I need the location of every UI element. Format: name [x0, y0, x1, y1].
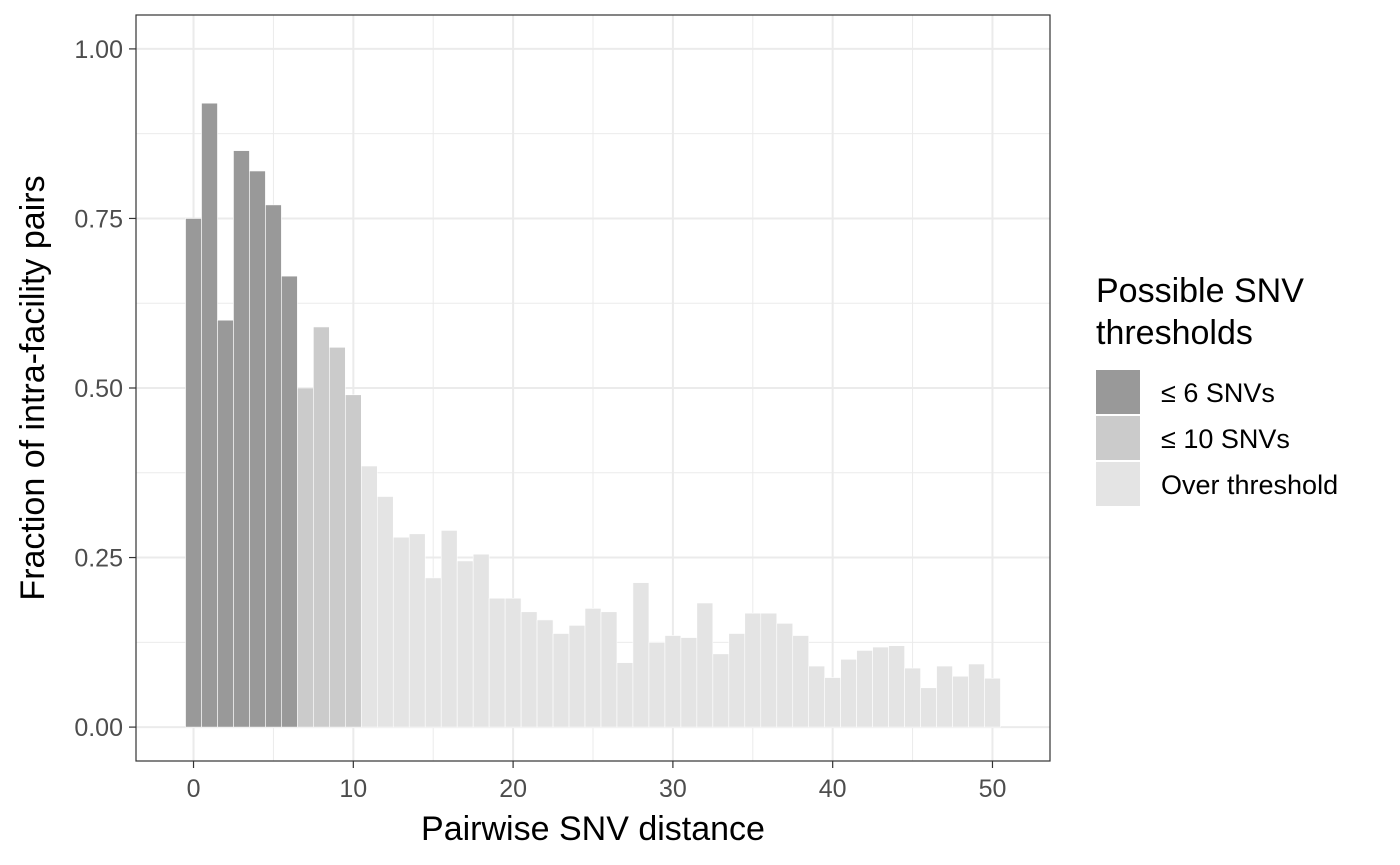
- bar: [920, 687, 937, 728]
- bar: [265, 204, 282, 728]
- bar: [456, 560, 474, 728]
- bar: [249, 170, 266, 728]
- legend-label: Over threshold: [1161, 470, 1338, 500]
- bar: [472, 553, 490, 728]
- bar: [648, 642, 666, 728]
- bar: [281, 275, 298, 728]
- legend: Possible SNV thresholds ≤ 6 SNVs ≤ 10 SNV…: [1096, 272, 1338, 506]
- y-tick-label: 0.50: [74, 375, 123, 403]
- bar: [616, 662, 634, 728]
- bar: [808, 665, 825, 728]
- x-tick-label: 20: [499, 775, 527, 803]
- bar: [904, 667, 921, 728]
- y-axis-title: Fraction of intra-facility pairs: [14, 175, 52, 600]
- x-tick-label: 40: [819, 775, 847, 803]
- bar: [760, 612, 778, 728]
- bar: [424, 577, 442, 728]
- legend-key: [1096, 462, 1140, 506]
- bar: [680, 637, 698, 728]
- bar: [520, 611, 538, 728]
- y-tick-label: 0.25: [74, 545, 123, 573]
- y-tick-label: 1.00: [74, 36, 123, 64]
- bar: [536, 619, 554, 728]
- axes: 0 10 20 30 40 50 0.00 0.25 0.50 0.75 1.00: [74, 36, 1006, 803]
- bar: [440, 530, 458, 728]
- legend-label: ≤ 6 SNVs: [1161, 378, 1275, 408]
- bar: [201, 102, 218, 728]
- bar: [872, 646, 889, 728]
- bar: [600, 611, 618, 728]
- bar: [392, 536, 410, 728]
- bar: [313, 326, 330, 728]
- bar: [185, 218, 202, 728]
- legend-key: [1096, 416, 1140, 460]
- bar: [792, 635, 810, 728]
- bar: [584, 608, 602, 728]
- x-axis-title: Pairwise SNV distance: [421, 810, 765, 848]
- bar: [968, 663, 985, 728]
- legend-title-line-1: Possible SNV: [1096, 272, 1304, 310]
- bar: [376, 496, 394, 728]
- bar: [840, 658, 857, 728]
- bar: [345, 394, 362, 728]
- bar: [856, 650, 873, 728]
- bar: [361, 465, 378, 728]
- bar: [297, 387, 314, 728]
- bar: [217, 319, 234, 728]
- bar: [888, 645, 905, 728]
- x-tick-label: 10: [339, 775, 367, 803]
- x-tick-label: 0: [187, 775, 201, 803]
- bar: [568, 625, 586, 728]
- bar: [728, 633, 746, 728]
- bar: [664, 635, 682, 728]
- bar: [233, 150, 250, 728]
- y-tick-label: 0.00: [74, 714, 123, 742]
- legend-key: [1096, 370, 1140, 414]
- bar: [824, 677, 841, 728]
- bar: [504, 597, 522, 728]
- bar: [488, 597, 506, 728]
- bar: [408, 533, 426, 728]
- bar: [632, 582, 650, 728]
- bar: [552, 633, 570, 728]
- bar: [696, 602, 714, 728]
- bar: [984, 677, 1001, 728]
- x-tick-label: 50: [979, 775, 1007, 803]
- bars: [185, 102, 1001, 728]
- bar: [952, 675, 969, 728]
- legend-label: ≤ 10 SNVs: [1161, 424, 1290, 454]
- bar: [744, 612, 762, 728]
- y-tick-label: 0.75: [74, 205, 123, 233]
- legend-title-line-2: thresholds: [1096, 314, 1253, 352]
- bar: [776, 623, 794, 728]
- bar: [329, 347, 346, 728]
- bar: [936, 665, 953, 728]
- x-tick-label: 30: [659, 775, 687, 803]
- bar: [712, 653, 730, 728]
